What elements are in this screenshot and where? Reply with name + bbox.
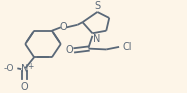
Text: S: S	[94, 1, 100, 11]
Text: O: O	[60, 22, 68, 32]
Text: +: +	[28, 62, 34, 71]
Text: -O: -O	[3, 64, 14, 73]
Text: Cl: Cl	[122, 42, 132, 52]
Text: N: N	[21, 64, 28, 74]
Text: O: O	[20, 82, 28, 92]
Text: O: O	[65, 45, 73, 55]
Text: N: N	[94, 34, 101, 44]
